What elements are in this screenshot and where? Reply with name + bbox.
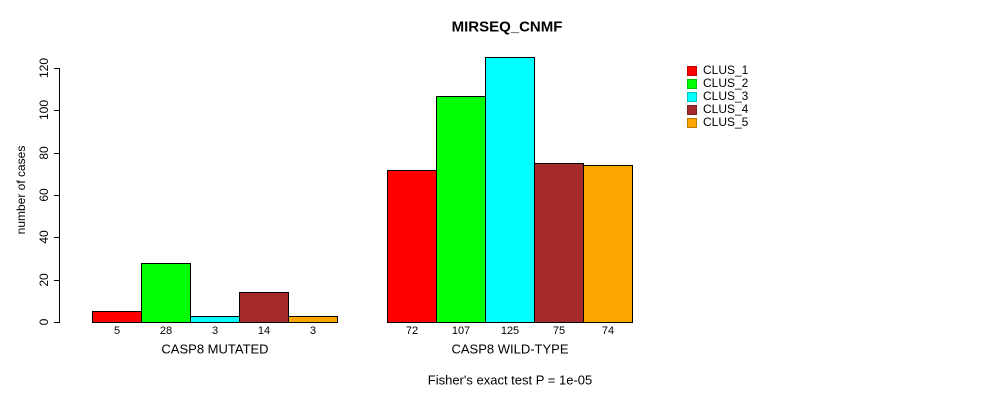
legend: CLUS_1 CLUS_2 CLUS_3 CLUS_4 CLUS_5 <box>687 64 748 129</box>
bar-clus_3-2 <box>485 57 535 323</box>
y-axis-label: number of cases <box>14 145 28 235</box>
y-tick-label: 60 <box>37 188 51 202</box>
y-tick-mark <box>54 195 60 196</box>
bar-clus_4-2 <box>534 163 584 323</box>
y-tick-label: 80 <box>37 146 51 160</box>
y-tick-mark <box>54 322 60 323</box>
y-tick-label: 100 <box>37 99 51 121</box>
legend-swatch-icon <box>687 104 697 115</box>
bar-clus_1-2 <box>387 170 437 323</box>
legend-item-clus_4: CLUS_4 <box>687 103 748 116</box>
bar-value-label: 28 <box>159 325 173 337</box>
bar-clus_2-1 <box>141 263 191 323</box>
legend-swatch-icon <box>687 78 697 89</box>
legend-swatch-icon <box>687 91 697 102</box>
bar-value-label: 75 <box>552 325 566 337</box>
annotation-text: Fisher's exact test P = 1e-05 <box>427 372 593 388</box>
bar-clus_1-1 <box>92 311 142 323</box>
legend-label: CLUS_2 <box>703 76 749 90</box>
bar-value-label: 107 <box>451 325 471 337</box>
legend-swatch-icon <box>687 117 697 128</box>
bar-clus_5-1 <box>288 316 338 323</box>
bar-clus_5-2 <box>583 165 633 323</box>
bar-clus_3-1 <box>190 316 240 323</box>
y-tick-mark <box>54 153 60 154</box>
bar-value-label: 125 <box>500 325 520 337</box>
group-label: CASP8 MUTATED <box>161 341 269 357</box>
legend-item-clus_2: CLUS_2 <box>687 77 748 90</box>
bar-value-label: 3 <box>211 325 219 337</box>
y-tick-mark <box>54 110 60 111</box>
y-tick-label: 0 <box>37 318 51 326</box>
bar-value-label: 3 <box>309 325 317 337</box>
legend-item-clus_1: CLUS_1 <box>687 64 748 77</box>
legend-item-clus_5: CLUS_5 <box>687 116 748 129</box>
bar-value-label: 5 <box>113 325 121 337</box>
bar-value-label: 14 <box>257 325 271 337</box>
legend-label: CLUS_3 <box>703 89 749 103</box>
y-tick-mark <box>54 237 60 238</box>
y-tick-label: 20 <box>37 273 51 287</box>
legend-label: CLUS_1 <box>703 63 749 77</box>
y-tick-label: 40 <box>37 230 51 244</box>
bar-value-label: 72 <box>405 325 419 337</box>
legend-item-clus_3: CLUS_3 <box>687 90 748 103</box>
legend-label: CLUS_5 <box>703 115 749 129</box>
y-tick-mark <box>54 280 60 281</box>
y-tick-label: 120 <box>37 57 51 79</box>
chart-title: MIRSEQ_CNMF <box>451 18 563 36</box>
bar-value-label: 74 <box>601 325 615 337</box>
bar-clus_4-1 <box>239 292 289 323</box>
bar-clus_2-2 <box>436 96 486 323</box>
legend-label: CLUS_4 <box>703 102 749 116</box>
y-tick-mark <box>54 68 60 69</box>
legend-swatch-icon <box>687 65 697 76</box>
group-label: CASP8 WILD-TYPE <box>451 341 569 357</box>
